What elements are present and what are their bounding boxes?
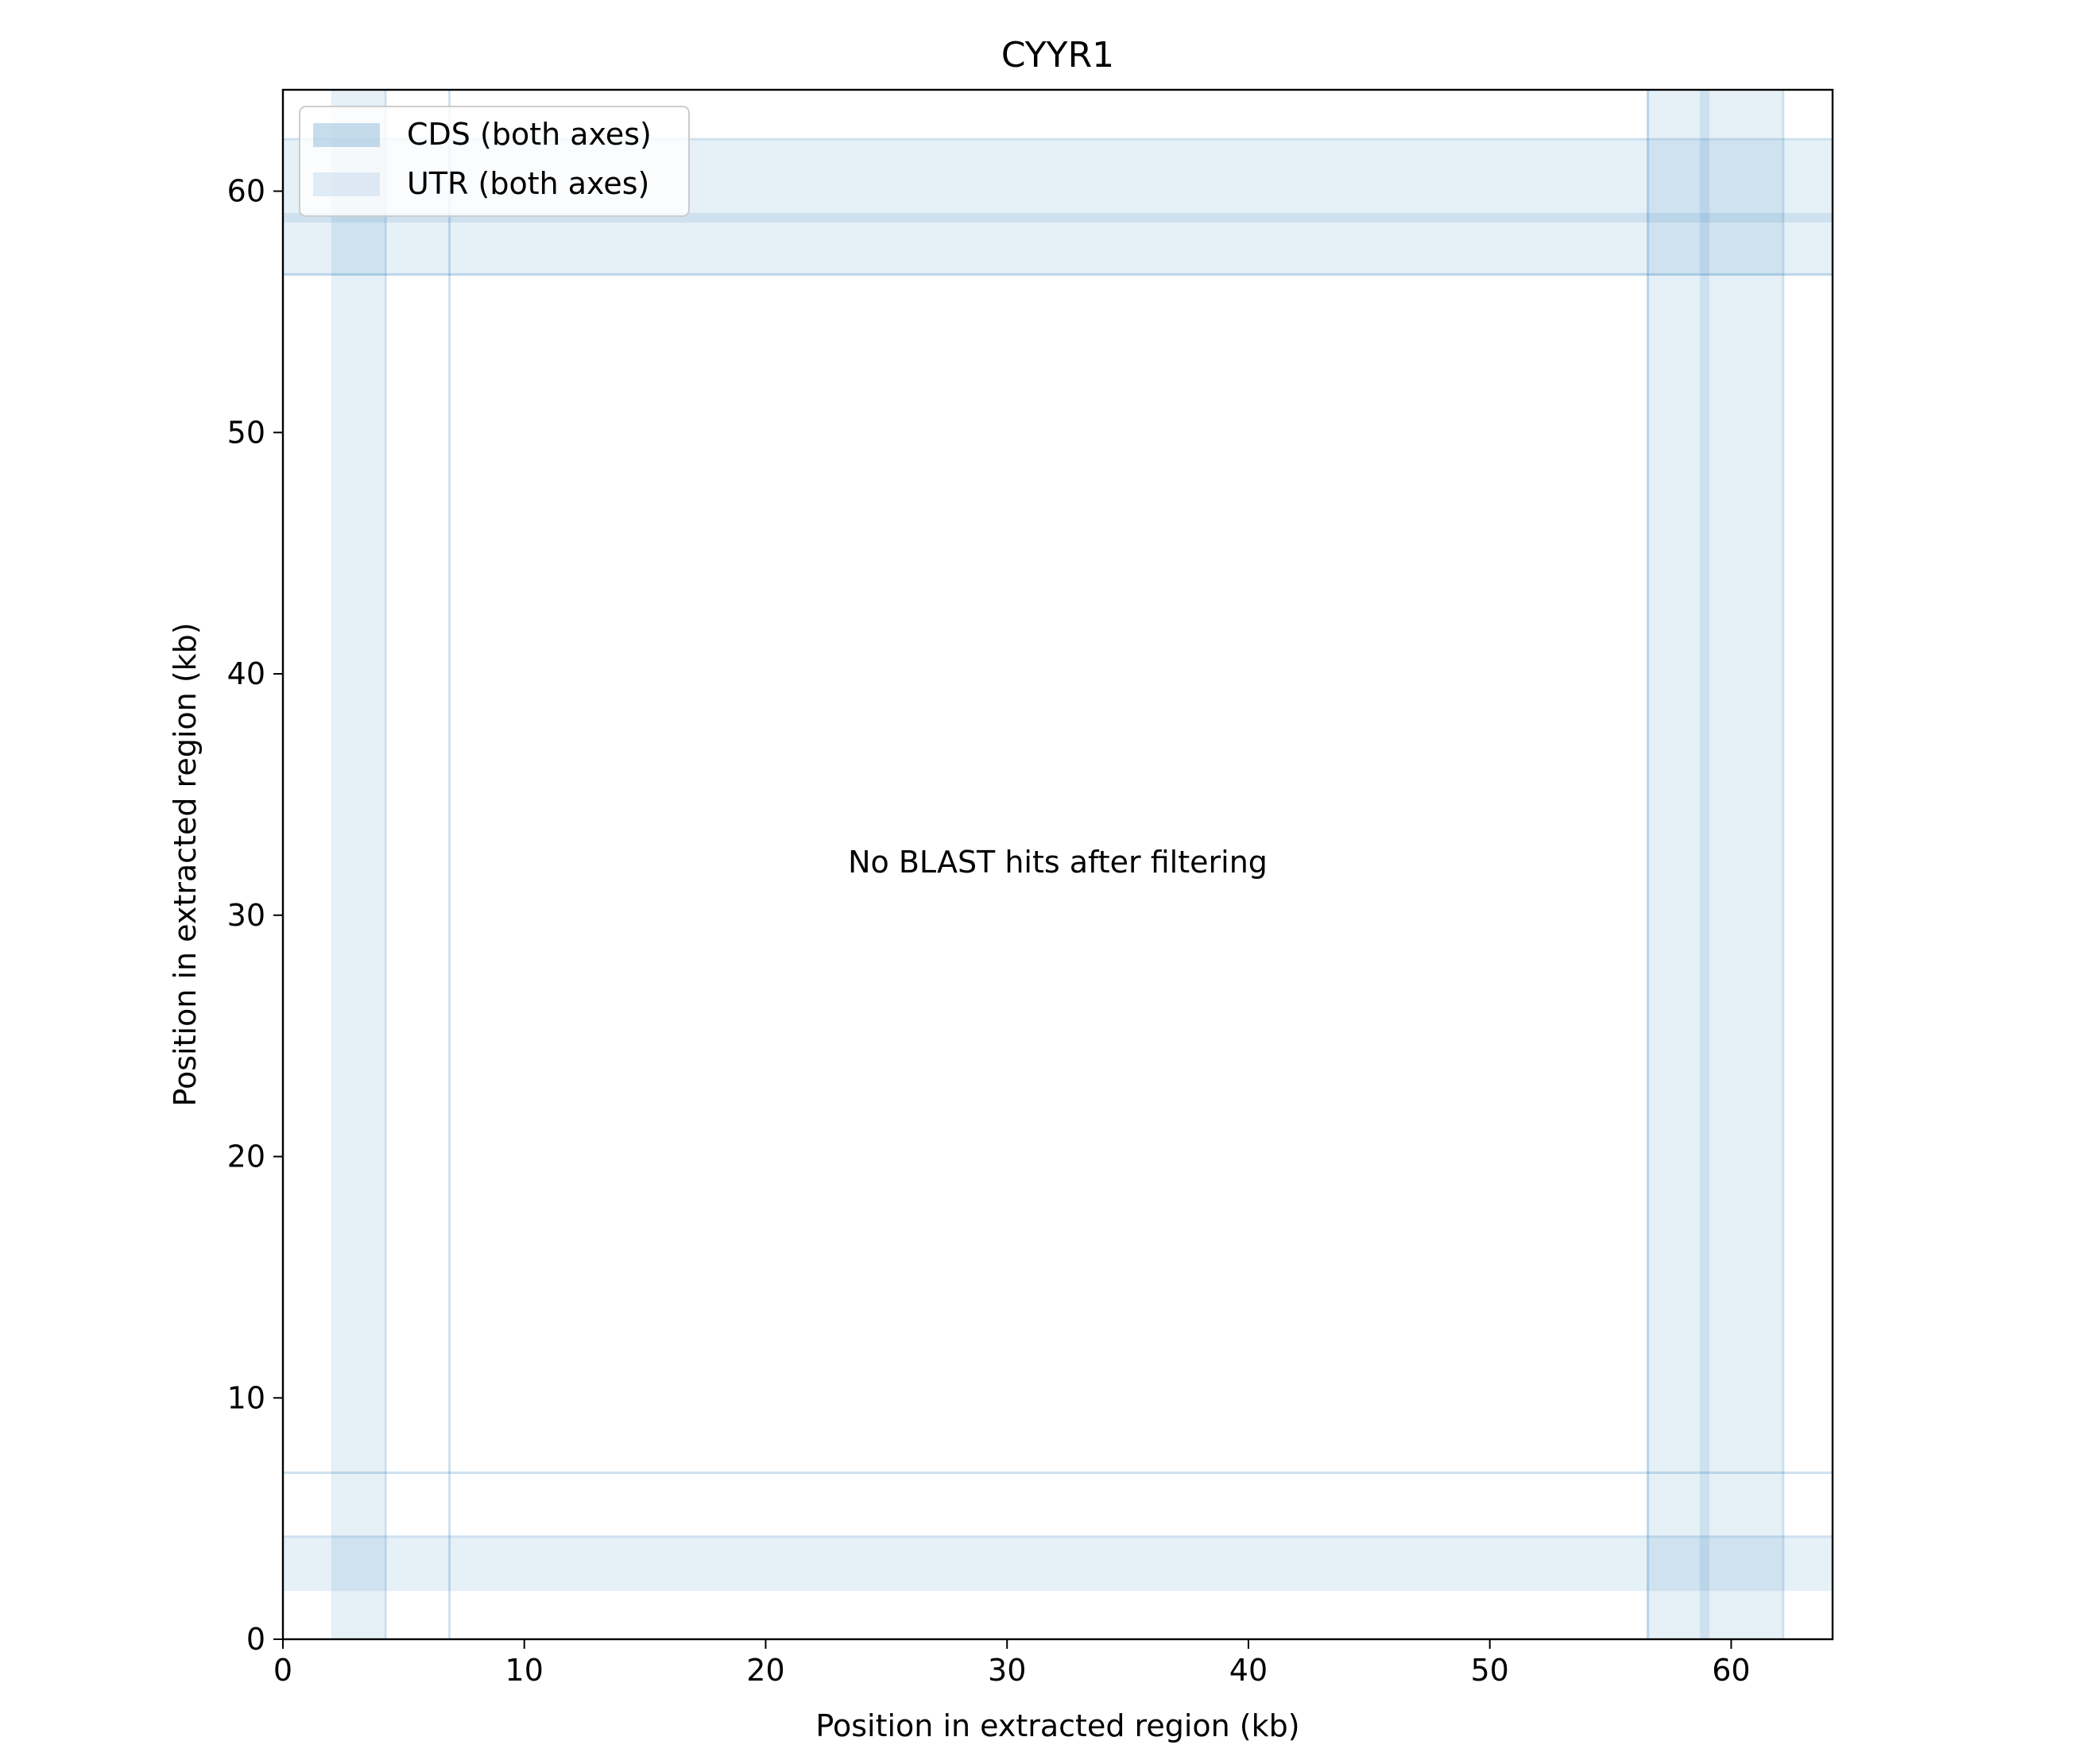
x-tick-label-2: 20 bbox=[746, 1653, 784, 1688]
cds-span-vertical-2 bbox=[1647, 90, 1650, 1639]
cds-span-horizontal-1 bbox=[283, 1471, 1833, 1474]
x-axis-label: Position in extracted region (kb) bbox=[815, 1708, 1299, 1743]
y-axis-label: Position in extracted region (kb) bbox=[168, 622, 203, 1106]
y-tick-label-2: 20 bbox=[227, 1139, 265, 1174]
legend-cds-label: CDS (both axes) bbox=[407, 117, 652, 152]
y-tick-label-5: 50 bbox=[227, 415, 265, 450]
x-tick-label-4: 40 bbox=[1229, 1653, 1268, 1688]
no-hits-annotation: No BLAST hits after filtering bbox=[848, 845, 1268, 880]
cds-span-vertical-3 bbox=[1699, 90, 1710, 1639]
cds-span-horizontal-4 bbox=[283, 137, 1833, 141]
legend: CDS (both axes) UTR (both axes) bbox=[299, 106, 690, 217]
cds-span-horizontal-0 bbox=[283, 1535, 1833, 1538]
cds-span-vertical-1 bbox=[448, 90, 451, 1639]
y-tick-label-6: 60 bbox=[227, 174, 265, 209]
x-tick-label-1: 10 bbox=[505, 1653, 544, 1688]
x-tick-label-5: 50 bbox=[1471, 1653, 1509, 1688]
x-tick-label-6: 60 bbox=[1712, 1653, 1750, 1688]
axes-frame bbox=[281, 88, 1834, 1641]
utr-span-horizontal-0 bbox=[283, 1538, 1833, 1592]
y-tick-label-3: 30 bbox=[227, 898, 265, 933]
cds-span-vertical-0 bbox=[384, 90, 387, 1639]
cds-span-horizontal-2 bbox=[283, 273, 1833, 276]
y-tick-label-0: 0 bbox=[246, 1622, 265, 1657]
x-tick-label-0: 0 bbox=[273, 1653, 292, 1688]
plot-area: 00 10 10 20 20 30 30 40 40 50 50 60 60 bbox=[227, 88, 1834, 1688]
utr-span-vertical-1 bbox=[1647, 90, 1700, 1639]
legend-utr-swatch bbox=[313, 172, 380, 196]
y-tick-label-4: 40 bbox=[227, 656, 265, 691]
utr-span-vertical-0 bbox=[331, 90, 385, 1639]
utr-span-horizontal-1 bbox=[283, 222, 1833, 276]
cds-span-vertical-4 bbox=[1782, 90, 1785, 1639]
legend-utr-label: UTR (both axes) bbox=[407, 166, 649, 201]
axis-ticks: 00 10 10 20 20 30 30 40 40 50 50 60 60 bbox=[227, 174, 1751, 1688]
feature-spans bbox=[283, 90, 1833, 1639]
legend-cds-swatch bbox=[313, 123, 380, 147]
x-tick-label-3: 30 bbox=[988, 1653, 1026, 1688]
legend-frame bbox=[299, 106, 690, 217]
chart-title: CYYR1 bbox=[1001, 35, 1114, 75]
utr-span-vertical-2 bbox=[1709, 90, 1783, 1639]
y-tick-label-1: 10 bbox=[227, 1380, 265, 1415]
